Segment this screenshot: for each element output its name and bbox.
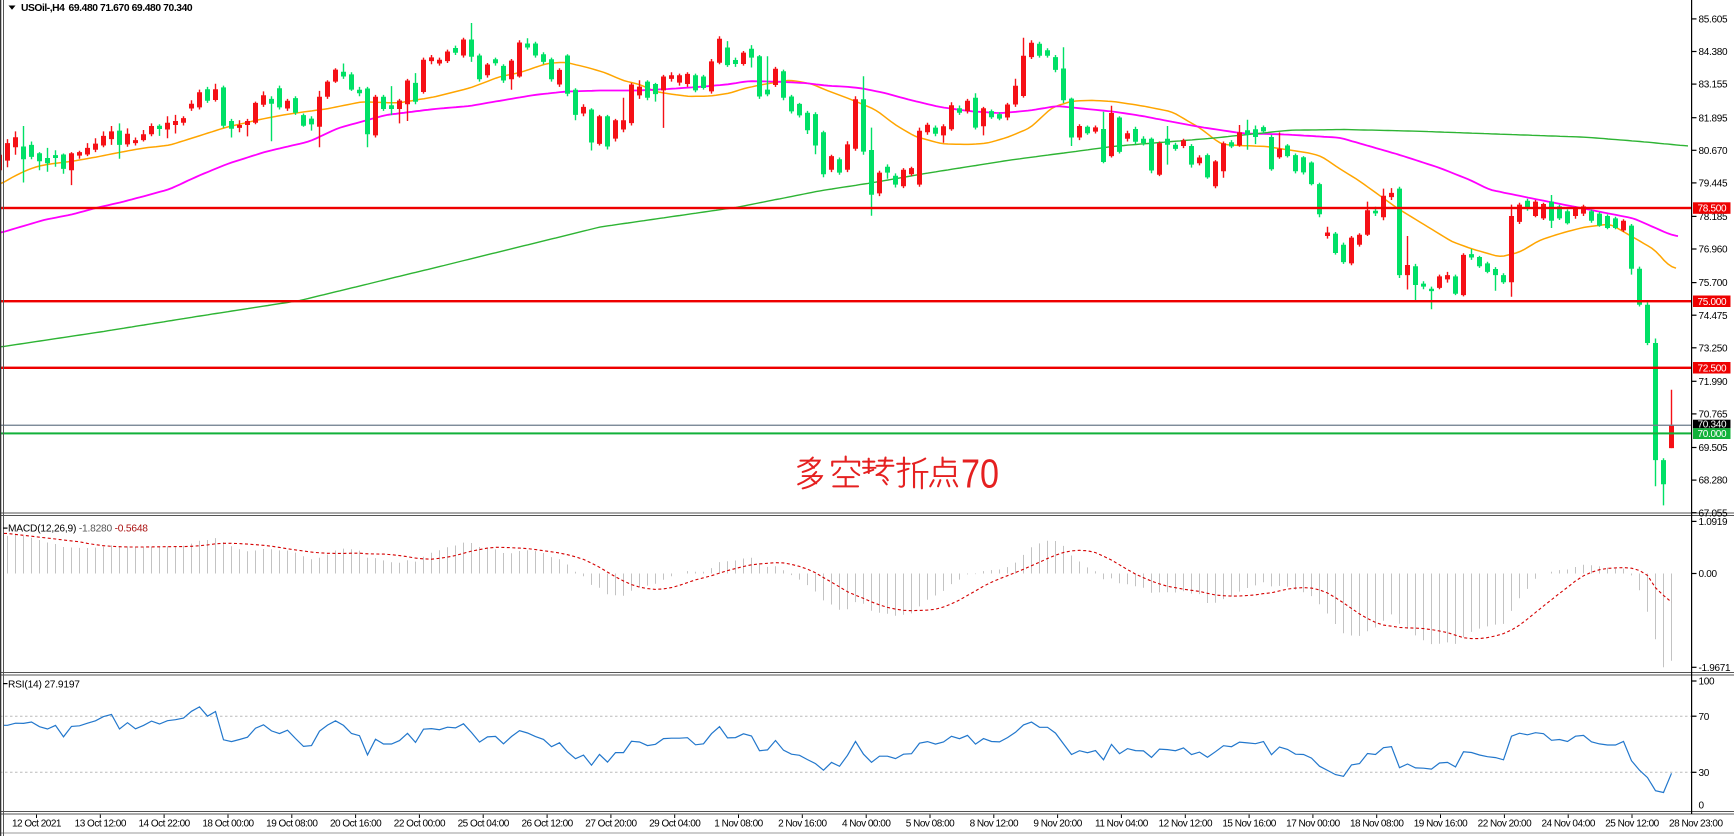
svg-text:18 Oct 00:00: 18 Oct 00:00 (202, 819, 254, 830)
svg-text:5 Nov 08:00: 5 Nov 08:00 (906, 819, 955, 830)
svg-text:70.340: 70.340 (1698, 420, 1728, 431)
svg-text:28 Nov 23:00: 28 Nov 23:00 (1669, 819, 1723, 830)
svg-text:85.605: 85.605 (1699, 15, 1729, 26)
svg-text:17 Nov 00:00: 17 Nov 00:00 (1286, 819, 1340, 830)
svg-text:70.765: 70.765 (1699, 410, 1729, 421)
svg-text:75.700: 75.700 (1699, 278, 1729, 289)
svg-text:78.500: 78.500 (1698, 204, 1728, 215)
svg-text:73.250: 73.250 (1699, 343, 1729, 354)
svg-text:25 Nov 12:00: 25 Nov 12:00 (1605, 819, 1659, 830)
svg-text:83.155: 83.155 (1699, 80, 1729, 91)
svg-text:0.00: 0.00 (1699, 569, 1718, 580)
svg-text:81.895: 81.895 (1699, 113, 1729, 124)
svg-text:75.000: 75.000 (1698, 297, 1728, 308)
svg-text:9 Nov 20:00: 9 Nov 20:00 (1033, 819, 1082, 830)
svg-text:15 Nov 16:00: 15 Nov 16:00 (1222, 819, 1276, 830)
svg-text:22 Oct 00:00: 22 Oct 00:00 (394, 819, 446, 830)
svg-text:79.445: 79.445 (1699, 179, 1729, 190)
svg-text:1 Nov 08:00: 1 Nov 08:00 (714, 819, 763, 830)
svg-text:84.380: 84.380 (1699, 47, 1729, 58)
svg-text:27 Oct 20:00: 27 Oct 20:00 (585, 819, 637, 830)
svg-text:72.500: 72.500 (1698, 363, 1728, 374)
svg-text:67.055: 67.055 (1699, 508, 1729, 519)
svg-text:24 Nov 04:00: 24 Nov 04:00 (1541, 819, 1595, 830)
svg-text:29 Oct 04:00: 29 Oct 04:00 (649, 819, 701, 830)
svg-text:1.0919: 1.0919 (1699, 517, 1729, 528)
svg-text:12 Oct 2021: 12 Oct 2021 (12, 819, 62, 830)
svg-text:71.990: 71.990 (1699, 377, 1729, 388)
svg-text:13 Oct 12:00: 13 Oct 12:00 (75, 819, 127, 830)
svg-text:68.280: 68.280 (1699, 476, 1729, 487)
svg-text:12 Nov 12:00: 12 Nov 12:00 (1159, 819, 1213, 830)
svg-text:25 Oct 04:00: 25 Oct 04:00 (458, 819, 510, 830)
svg-text:76.960: 76.960 (1699, 245, 1729, 256)
svg-text:70: 70 (1699, 712, 1710, 723)
svg-text:100: 100 (1699, 677, 1716, 688)
svg-text:MACD(12,26,9) -1.8280 -0.5648: MACD(12,26,9) -1.8280 -0.5648 (8, 524, 148, 535)
svg-text:19 Oct 08:00: 19 Oct 08:00 (266, 819, 318, 830)
svg-text:2 Nov 16:00: 2 Nov 16:00 (778, 819, 827, 830)
svg-text:19 Nov 16:00: 19 Nov 16:00 (1414, 819, 1468, 830)
svg-text:11 Nov 04:00: 11 Nov 04:00 (1095, 819, 1149, 830)
svg-text:74.475: 74.475 (1699, 311, 1729, 322)
svg-text:8 Nov 12:00: 8 Nov 12:00 (970, 819, 1019, 830)
svg-text:26 Oct 12:00: 26 Oct 12:00 (521, 819, 573, 830)
svg-text:69.480 71.670 69.480 70.340: 69.480 71.670 69.480 70.340 (69, 3, 193, 14)
svg-text:80.670: 80.670 (1699, 146, 1729, 157)
svg-text:20 Oct 16:00: 20 Oct 16:00 (330, 819, 382, 830)
svg-text:4 Nov 00:00: 4 Nov 00:00 (842, 819, 891, 830)
svg-text:30: 30 (1699, 768, 1710, 779)
svg-text:70: 70 (961, 451, 999, 497)
svg-text:-1.9671: -1.9671 (1699, 663, 1732, 674)
svg-text:RSI(14) 27.9197: RSI(14) 27.9197 (8, 680, 80, 691)
svg-text:14 Oct 22:00: 14 Oct 22:00 (138, 819, 190, 830)
svg-text:69.505: 69.505 (1699, 443, 1729, 454)
svg-text:70.000: 70.000 (1698, 429, 1728, 440)
svg-text:18 Nov 08:00: 18 Nov 08:00 (1350, 819, 1404, 830)
svg-text:0: 0 (1699, 801, 1705, 812)
svg-text:USOil-,H4: USOil-,H4 (21, 3, 65, 14)
svg-text:22 Nov 20:00: 22 Nov 20:00 (1478, 819, 1532, 830)
svg-text:78.185: 78.185 (1699, 212, 1729, 223)
